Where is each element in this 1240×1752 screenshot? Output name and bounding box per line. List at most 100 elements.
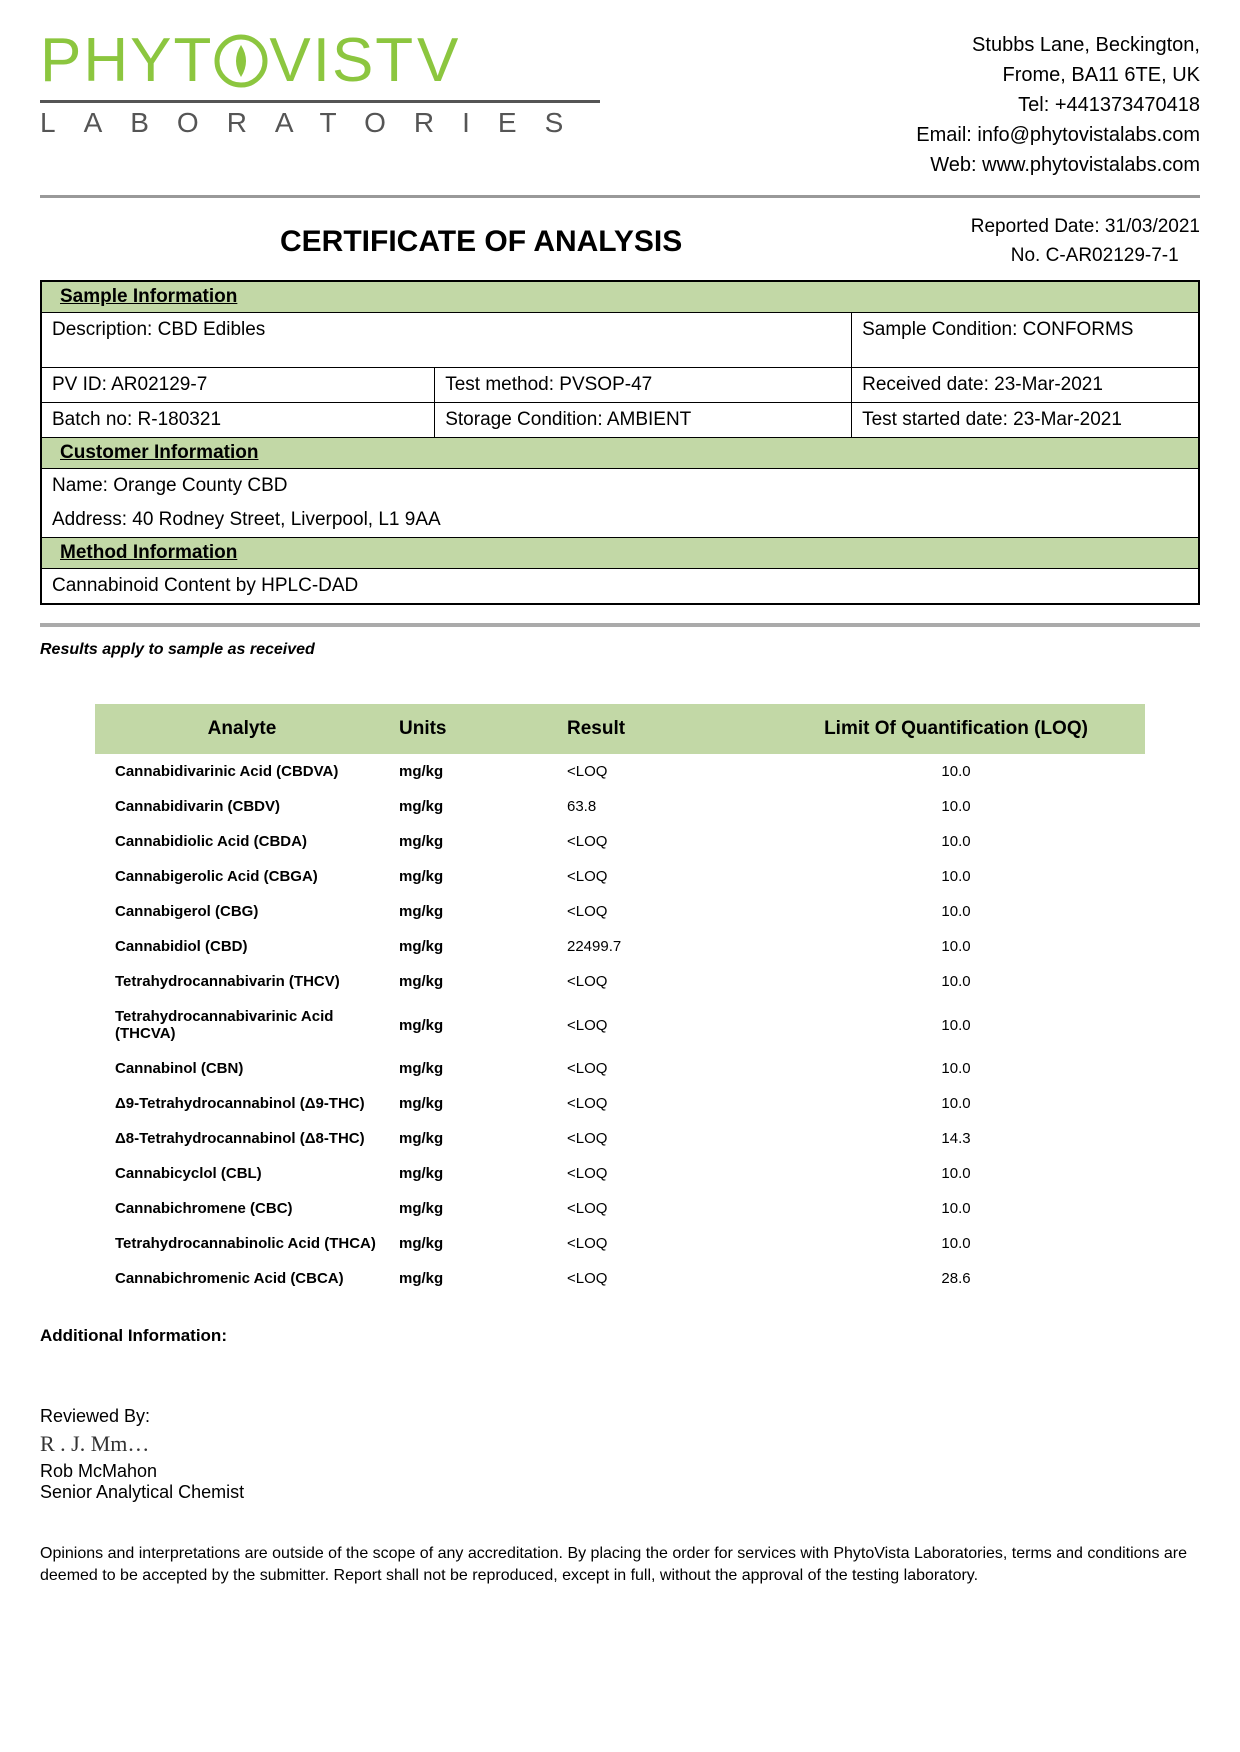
result-cell: 22499.7 bbox=[557, 929, 767, 964]
loq-cell: 14.3 bbox=[767, 1121, 1145, 1156]
table-row: Tetrahydrocannabivarin (THCV)mg/kg<LOQ10… bbox=[95, 964, 1145, 999]
results-table: Analyte Units Result Limit Of Quantifica… bbox=[95, 704, 1145, 1296]
loq-cell: 10.0 bbox=[767, 824, 1145, 859]
col-analyte: Analyte bbox=[95, 704, 389, 754]
header: PHYTVISTV LABORATORIES Stubbs Lane, Beck… bbox=[40, 30, 1200, 180]
result-cell: 63.8 bbox=[557, 789, 767, 824]
analyte-cell: Cannabichromene (CBC) bbox=[95, 1191, 389, 1226]
analyte-cell: Tetrahydrocannabivarin (THCV) bbox=[95, 964, 389, 999]
units-cell: mg/kg bbox=[389, 1226, 557, 1261]
col-result: Result bbox=[557, 704, 767, 754]
table-row: Cannabidivarin (CBDV)mg/kg63.810.0 bbox=[95, 789, 1145, 824]
signature: R . J. Mm… bbox=[40, 1431, 1200, 1457]
address-line1: Stubbs Lane, Beckington, bbox=[916, 30, 1200, 60]
table-row: Cannabichromenic Acid (CBCA)mg/kg<LOQ28.… bbox=[95, 1261, 1145, 1296]
storage-condition: Storage Condition: AMBIENT bbox=[435, 403, 852, 438]
loq-cell: 10.0 bbox=[767, 789, 1145, 824]
table-row: Cannabidiol (CBD)mg/kg22499.710.0 bbox=[95, 929, 1145, 964]
loq-cell: 10.0 bbox=[767, 1226, 1145, 1261]
batch-no: Batch no: R-180321 bbox=[41, 403, 435, 438]
results-header-row: Analyte Units Result Limit Of Quantifica… bbox=[95, 704, 1145, 754]
received-date: Received date: 23-Mar-2021 bbox=[852, 368, 1199, 403]
loq-cell: 10.0 bbox=[767, 859, 1145, 894]
units-cell: mg/kg bbox=[389, 754, 557, 789]
units-cell: mg/kg bbox=[389, 999, 557, 1051]
units-cell: mg/kg bbox=[389, 894, 557, 929]
result-cell: <LOQ bbox=[557, 1121, 767, 1156]
units-cell: mg/kg bbox=[389, 1191, 557, 1226]
result-cell: <LOQ bbox=[557, 1086, 767, 1121]
units-cell: mg/kg bbox=[389, 1261, 557, 1296]
analyte-cell: Δ9-Tetrahydrocannabinol (Δ9-THC) bbox=[95, 1086, 389, 1121]
certificate-title: CERTIFICATE OF ANALYSIS bbox=[280, 225, 682, 259]
results-note: Results apply to sample as received bbox=[40, 641, 1200, 659]
table-row: Cannabigerol (CBG)mg/kg<LOQ10.0 bbox=[95, 894, 1145, 929]
web: Web: www.phytovistalabs.com bbox=[916, 150, 1200, 180]
test-method: Test method: PVSOP-47 bbox=[435, 368, 852, 403]
reviewer-title: Senior Analytical Chemist bbox=[40, 1482, 1200, 1503]
top-divider bbox=[40, 195, 1200, 198]
analyte-cell: Cannabigerolic Acid (CBGA) bbox=[95, 859, 389, 894]
units-cell: mg/kg bbox=[389, 1086, 557, 1121]
units-cell: mg/kg bbox=[389, 1156, 557, 1191]
mid-divider bbox=[40, 623, 1200, 627]
title-row: CERTIFICATE OF ANALYSIS Reported Date: 3… bbox=[40, 213, 1200, 270]
loq-cell: 10.0 bbox=[767, 1156, 1145, 1191]
units-cell: mg/kg bbox=[389, 964, 557, 999]
result-cell: <LOQ bbox=[557, 1261, 767, 1296]
loq-cell: 10.0 bbox=[767, 1051, 1145, 1086]
units-cell: mg/kg bbox=[389, 859, 557, 894]
analyte-cell: Cannabidiol (CBD) bbox=[95, 929, 389, 964]
col-units: Units bbox=[389, 704, 557, 754]
analyte-cell: Cannabidivarinic Acid (CBDVA) bbox=[95, 754, 389, 789]
table-row: Cannabicyclol (CBL)mg/kg<LOQ10.0 bbox=[95, 1156, 1145, 1191]
loq-cell: 10.0 bbox=[767, 894, 1145, 929]
units-cell: mg/kg bbox=[389, 789, 557, 824]
reviewer-name: Rob McMahon bbox=[40, 1461, 1200, 1482]
result-cell: <LOQ bbox=[557, 754, 767, 789]
disclaimer: Opinions and interpretations are outside… bbox=[40, 1543, 1200, 1588]
loq-cell: 10.0 bbox=[767, 929, 1145, 964]
reviewed-by-label: Reviewed By: bbox=[40, 1406, 1200, 1427]
table-row: Tetrahydrocannabinolic Acid (THCA)mg/kg<… bbox=[95, 1226, 1145, 1261]
analyte-cell: Tetrahydrocannabivarinic Acid (THCVA) bbox=[95, 999, 389, 1051]
company-name-sub: LABORATORIES bbox=[40, 107, 600, 139]
info-table: Sample Information Description: CBD Edib… bbox=[40, 280, 1200, 605]
method-info-header: Method Information bbox=[41, 538, 1199, 569]
table-row: Tetrahydrocannabivarinic Acid (THCVA)mg/… bbox=[95, 999, 1145, 1051]
loq-cell: 10.0 bbox=[767, 1086, 1145, 1121]
table-row: Cannabidivarinic Acid (CBDVA)mg/kg<LOQ10… bbox=[95, 754, 1145, 789]
customer-name: Name: Orange County CBD bbox=[41, 469, 1199, 500]
analyte-cell: Tetrahydrocannabinolic Acid (THCA) bbox=[95, 1226, 389, 1261]
table-row: Cannabinol (CBN)mg/kg<LOQ10.0 bbox=[95, 1051, 1145, 1086]
loq-cell: 10.0 bbox=[767, 754, 1145, 789]
sample-description: Description: CBD Edibles bbox=[41, 313, 852, 368]
result-cell: <LOQ bbox=[557, 859, 767, 894]
address-line2: Frome, BA11 6TE, UK bbox=[916, 60, 1200, 90]
logo-divider bbox=[40, 100, 600, 103]
method-info-text: Cannabinoid Content by HPLC-DAD bbox=[41, 569, 1199, 605]
analyte-cell: Δ8-Tetrahydrocannabinol (Δ8-THC) bbox=[95, 1121, 389, 1156]
company-logo: PHYTVISTV LABORATORIES bbox=[40, 30, 600, 139]
result-cell: <LOQ bbox=[557, 1226, 767, 1261]
additional-info-label: Additional Information: bbox=[40, 1326, 1200, 1346]
analyte-cell: Cannabinol (CBN) bbox=[95, 1051, 389, 1086]
result-cell: <LOQ bbox=[557, 1051, 767, 1086]
report-number: No. C-AR02129-7-1 bbox=[971, 242, 1200, 271]
result-cell: <LOQ bbox=[557, 964, 767, 999]
analyte-cell: Cannabidivarin (CBDV) bbox=[95, 789, 389, 824]
customer-info-header: Customer Information bbox=[41, 438, 1199, 469]
units-cell: mg/kg bbox=[389, 824, 557, 859]
analyte-cell: Cannabigerol (CBG) bbox=[95, 894, 389, 929]
loq-cell: 10.0 bbox=[767, 1191, 1145, 1226]
units-cell: mg/kg bbox=[389, 1051, 557, 1086]
analyte-cell: Cannabicyclol (CBL) bbox=[95, 1156, 389, 1191]
result-cell: <LOQ bbox=[557, 999, 767, 1051]
pv-id: PV ID: AR02129-7 bbox=[41, 368, 435, 403]
report-meta: Reported Date: 31/03/2021 No. C-AR02129-… bbox=[971, 213, 1200, 270]
result-cell: <LOQ bbox=[557, 824, 767, 859]
test-started-date: Test started date: 23-Mar-2021 bbox=[852, 403, 1199, 438]
table-row: Δ9-Tetrahydrocannabinol (Δ9-THC)mg/kg<LO… bbox=[95, 1086, 1145, 1121]
col-loq: Limit Of Quantification (LOQ) bbox=[767, 704, 1145, 754]
email: Email: info@phytovistalabs.com bbox=[916, 120, 1200, 150]
